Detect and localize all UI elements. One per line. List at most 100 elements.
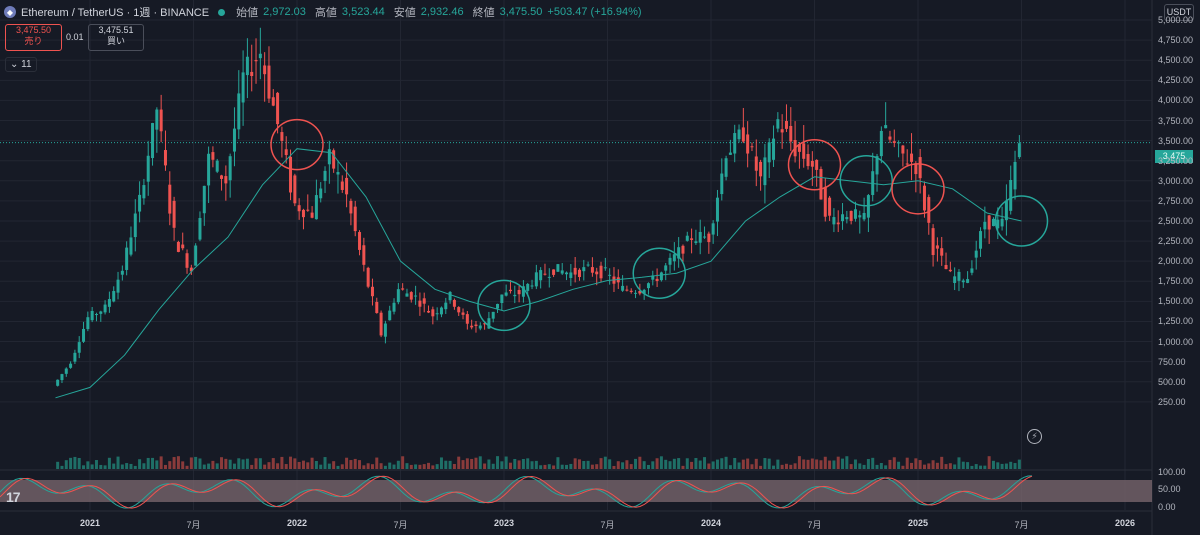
candle	[603, 257, 607, 271]
volume-bar	[720, 458, 724, 469]
candle	[905, 149, 909, 167]
volume-bar	[422, 464, 426, 469]
candle-body	[159, 109, 163, 132]
indicators-toggle[interactable]: ⌄ 11	[5, 57, 37, 72]
volume-bar	[634, 458, 638, 469]
volume-bar	[254, 458, 258, 469]
volume-bar	[970, 465, 974, 469]
candle-body	[534, 272, 538, 287]
candle	[375, 297, 379, 314]
candle-body	[172, 200, 176, 228]
volume-bar	[439, 457, 443, 469]
candle-body	[215, 160, 219, 172]
candle	[629, 288, 633, 294]
candle-body	[116, 279, 120, 293]
volume-bar	[789, 464, 793, 469]
volume-bar	[289, 456, 293, 469]
candle	[439, 306, 443, 318]
currency-selector[interactable]: USDT	[1164, 4, 1194, 21]
candle-body	[884, 125, 888, 129]
candle-body	[314, 195, 318, 220]
candle-body	[284, 149, 288, 156]
candle	[500, 294, 504, 311]
low-value: 2,932.46	[420, 6, 464, 18]
volume-bar	[974, 464, 978, 469]
candle	[146, 141, 150, 196]
volume-bar	[780, 464, 784, 469]
volume-bar	[176, 456, 180, 469]
candle-body	[582, 267, 586, 272]
candle	[103, 300, 107, 315]
candle-body	[979, 231, 983, 249]
volume-bar	[1004, 463, 1008, 469]
candle-body	[202, 185, 206, 214]
candle-body	[720, 173, 724, 195]
volume-bar	[608, 459, 612, 469]
close-value: 3,475.50	[499, 6, 543, 18]
candle-body	[577, 269, 581, 277]
candle-body	[655, 278, 659, 282]
candle-body	[892, 141, 896, 143]
candle-body	[556, 264, 560, 272]
volume-bar	[142, 463, 146, 469]
candle-body	[418, 300, 422, 307]
volume-bar	[953, 464, 957, 469]
candle	[948, 261, 952, 273]
volume-bar	[664, 459, 668, 469]
volume-bar	[185, 465, 189, 469]
candle	[521, 280, 525, 303]
symbol-title[interactable]: Ethereum / TetherUS · 1週 · BINANCE	[21, 7, 210, 19]
volume-bar	[198, 458, 202, 469]
ethereum-icon: ◆	[4, 6, 16, 18]
oscillator-tick-label: 50.00	[1158, 484, 1181, 494]
buy-button[interactable]: 3,475.51 買い	[88, 24, 144, 51]
candle-body	[914, 163, 918, 175]
candle-body	[60, 374, 64, 381]
volume-bar	[866, 459, 870, 469]
candle	[392, 298, 396, 315]
candle-body	[698, 231, 702, 243]
y-tick-label: 3,750.00	[1158, 115, 1194, 126]
volume-bar	[573, 458, 577, 469]
candle-body	[940, 248, 944, 256]
candle	[776, 112, 780, 133]
volume-bar	[405, 463, 409, 469]
candle-body	[241, 72, 245, 103]
candle-body	[685, 235, 689, 241]
annotation-circle	[994, 195, 1049, 247]
candle-body	[448, 291, 452, 301]
candle-body	[646, 283, 650, 289]
candle	[491, 311, 495, 323]
candle-body	[362, 245, 366, 265]
candle-body	[737, 129, 741, 140]
volume-bar	[491, 463, 495, 469]
lightning-icon[interactable]: ⚡	[1027, 429, 1042, 444]
volume-bar	[181, 461, 185, 469]
candle-body	[776, 119, 780, 129]
candle	[608, 268, 612, 285]
candle-body	[280, 132, 284, 141]
sell-button[interactable]: 3,475.50 売り	[5, 24, 62, 51]
y-tick-label: 4,250.00	[1158, 75, 1194, 86]
volume-bar	[116, 456, 120, 469]
candle	[478, 322, 482, 331]
candle-body	[189, 267, 193, 272]
candle	[513, 285, 517, 304]
volume-bar	[327, 463, 331, 469]
x-tick-label: 7月	[807, 520, 822, 530]
candle-body	[69, 363, 73, 368]
volume-bar	[638, 456, 642, 469]
candle-body	[560, 270, 564, 274]
volume-bar	[552, 465, 556, 469]
candle	[254, 38, 258, 84]
volume-bar	[543, 464, 547, 469]
candle	[845, 210, 849, 224]
volume-bar	[582, 461, 586, 469]
candle	[90, 307, 94, 323]
candle-body	[491, 311, 495, 319]
candle	[60, 373, 64, 384]
volume-bar	[414, 464, 418, 469]
volume-bar	[133, 465, 137, 469]
candle	[461, 308, 465, 320]
